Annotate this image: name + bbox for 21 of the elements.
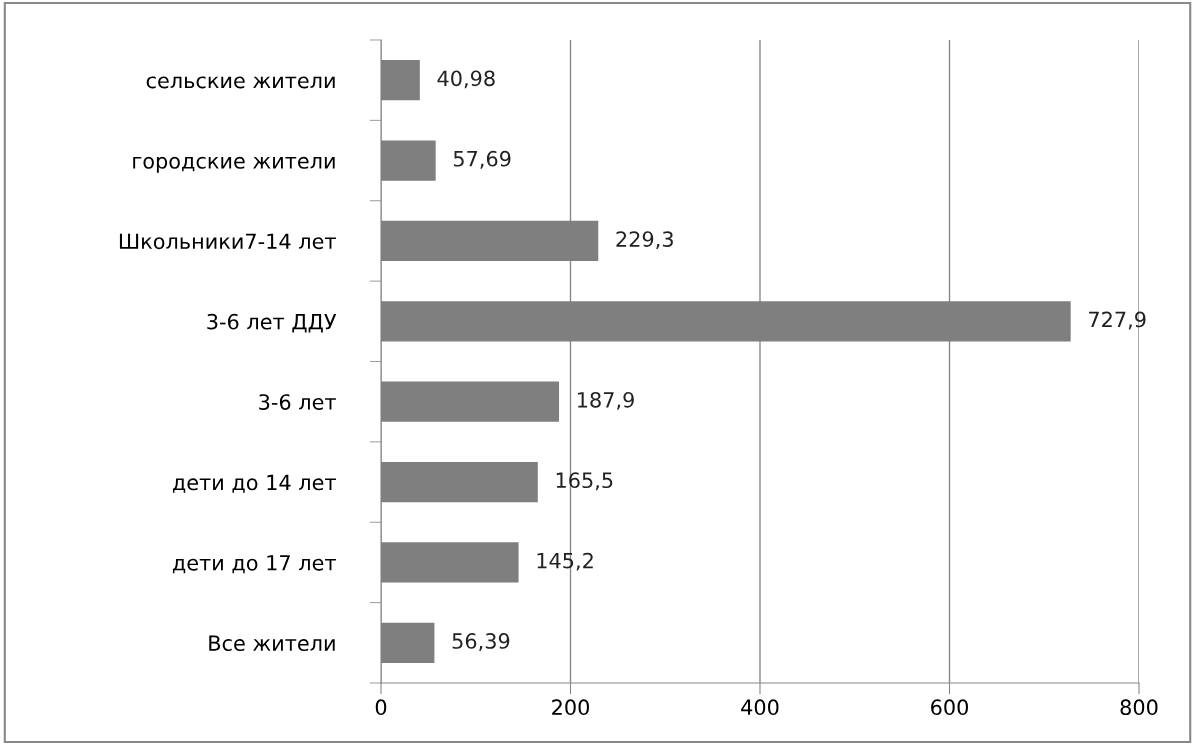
data-label: 40,98	[437, 70, 495, 89]
y-tick-label: дети до 14 лет	[172, 474, 336, 493]
x-tick-label: 800	[1120, 699, 1158, 716]
data-label: 187,9	[577, 391, 634, 410]
y-tick-label: 3-6 лет ДДУ	[207, 313, 337, 333]
x-tick-label: 200	[552, 699, 589, 716]
data-label: 229,3	[616, 231, 673, 250]
y-tick-label: 3-6 лет	[259, 394, 336, 410]
y-tick-label: Школьники7-14 лет	[119, 233, 336, 250]
data-label: 145,2	[537, 552, 593, 571]
data-label: 727,9	[1089, 311, 1146, 330]
y-tick-label: дети до 17 лет	[172, 555, 336, 574]
data-label: 56,39	[452, 633, 510, 651]
y-tick-label: сельские жители	[146, 76, 335, 89]
x-tick-label: 600	[931, 699, 968, 716]
x-tick-label: 0	[375, 699, 387, 716]
x-tick-label: 400	[741, 699, 779, 716]
y-tick-label: Все жители	[209, 635, 335, 652]
y-tick-label: городские жители	[133, 156, 335, 173]
data-label: 57,69	[453, 150, 511, 169]
data-label: 165,5	[556, 472, 613, 491]
